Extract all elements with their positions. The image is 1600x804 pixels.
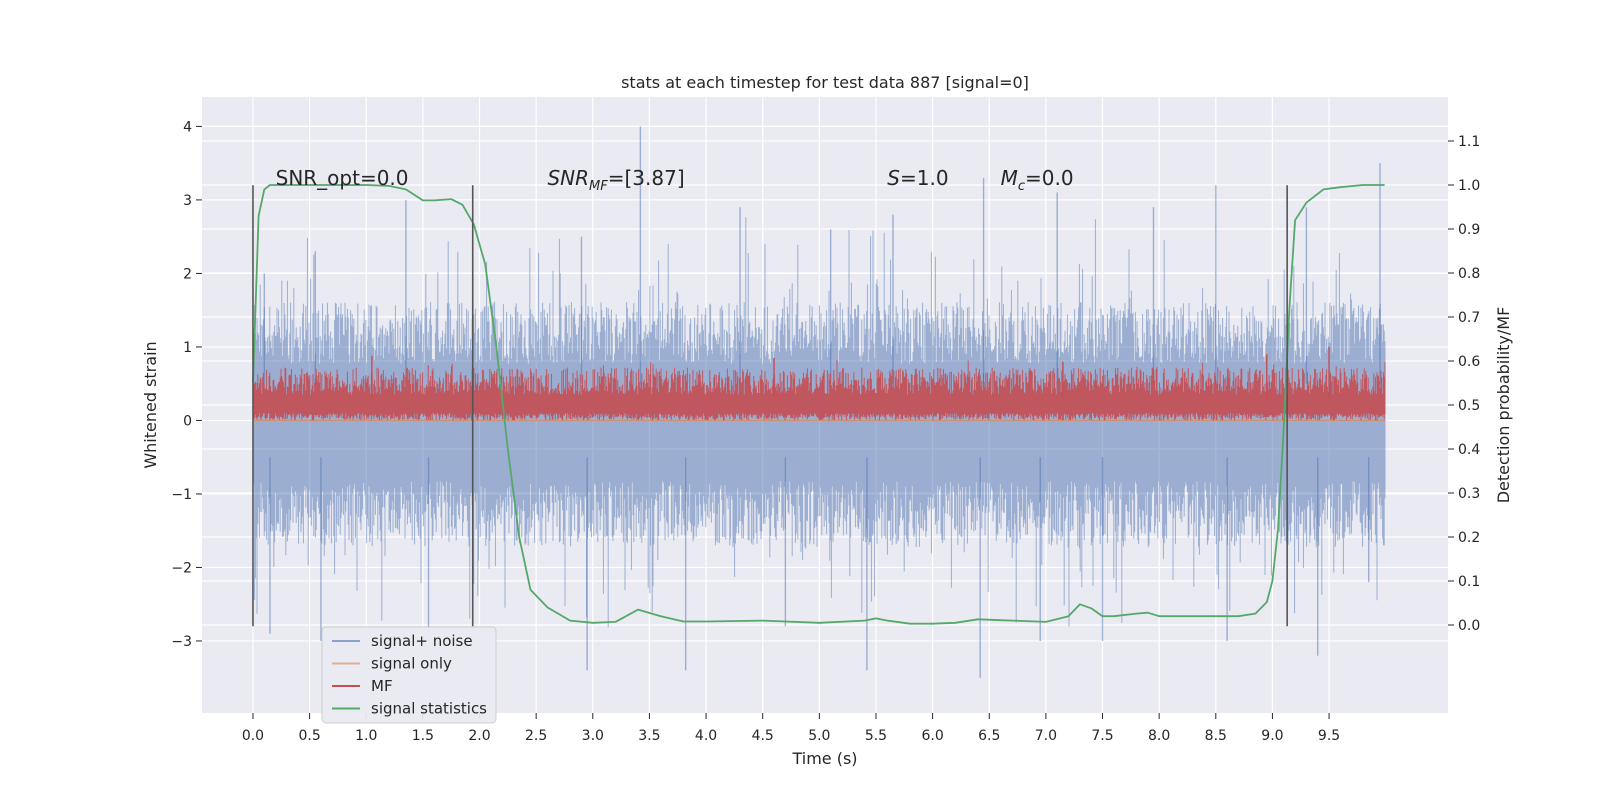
annotation-text: SNR_opt=0.0 [276,166,409,190]
x-tick-label: 2.0 [468,728,490,744]
x-tick-label: 1.5 [412,728,434,744]
y-right-tick-label: 0.2 [1458,530,1480,546]
y-left-tick-label: −1 [171,487,192,503]
x-tick-label: 4.5 [752,728,774,744]
x-tick-label: 9.5 [1318,728,1340,744]
legend-box [321,626,497,724]
y-right-tick-label: 0.4 [1458,442,1480,458]
y-right-tick-label: 1.1 [1458,134,1480,150]
y-right-tick-label: 0.7 [1458,310,1480,326]
y-left-tick-label: 0 [183,413,192,429]
y-axis-left-label: Whitened strain [141,341,160,468]
x-tick-label: 3.0 [582,728,604,744]
x-tick-label: 7.5 [1091,728,1113,744]
y-left-tick-label: 2 [183,266,192,282]
annotation-text: SNRMF=[3.87] [547,166,684,194]
y-axis-right-ticks: 1.1 1.0 0.9 0.8 0.7 0.6 0.5 0.4 0.3 0.2 0.1 0.0 [1448,134,1480,634]
legend-label: signal+ noise [371,632,473,650]
x-tick-label: 7.0 [1035,728,1057,744]
y-right-tick-label: 0.9 [1458,222,1480,238]
vertical-markers [252,185,1288,627]
x-tick-label: 5.0 [808,728,830,744]
x-tick-label: 6.5 [978,728,1000,744]
x-tick-label: 0.5 [298,728,320,744]
y-right-tick-label: 0.5 [1458,398,1480,414]
y-right-tick-label: 0.6 [1458,354,1480,370]
y-left-tick-label: −3 [171,634,192,650]
x-tick-label: 8.0 [1148,728,1170,744]
x-tick-label: 2.5 [525,728,547,744]
annotation-text: S=1.0 [887,166,948,190]
x-axis-label: Time (s) [791,749,857,768]
annotation-text: Mc=0.0 [1001,166,1074,194]
signal-statistics-line [252,184,1385,625]
y-left-tick-label: −2 [171,560,192,576]
x-tick-label: 6.0 [921,728,943,744]
y-right-tick-label: 0.8 [1458,266,1480,282]
y-left-tick-label: 1 [183,340,192,356]
x-tick-label: 3.5 [638,728,660,744]
chart-title: stats at each timestep for test data 887… [621,73,1029,92]
y-left-tick-label: 4 [183,119,192,135]
y-right-tick-label: 0.0 [1458,618,1480,634]
x-tick-label: 4.0 [695,728,717,744]
legend-label: signal statistics [371,700,487,718]
x-tick-label: 0.0 [242,728,264,744]
y-left-tick-label: 3 [183,193,192,209]
legend-label: signal only [371,655,452,673]
annotations: SNR_opt=0.0 SNRMF=[3.87] S=1.0 Mc=0.0 [276,166,1074,194]
x-axis-ticks: 0.0 0.5 1.0 1.5 2.0 2.5 3.0 3.5 4.0 4.5 5.0 5.5 6.0 6… [242,713,1340,744]
x-tick-label: 5.5 [865,728,887,744]
y-axis-right-label: Detection probability/MF [1494,307,1513,504]
mf-series [252,346,1386,421]
y-right-tick-label: 0.3 [1458,486,1480,502]
legend: signal+ noise signal only MF signal statist… [321,626,497,724]
x-tick-label: 9.0 [1261,728,1283,744]
y-axis-left-ticks: 4 3 2 1 0 −1 −2 −3 [171,119,202,650]
y-right-tick-label: 0.1 [1458,574,1480,590]
y-right-tick-label: 1.0 [1458,178,1480,194]
x-tick-label: 8.5 [1205,728,1227,744]
legend-label: MF [371,677,393,695]
x-tick-label: 1.0 [355,728,377,744]
signal-noise-series [252,126,1386,678]
signal-statistics-series [252,184,1385,625]
